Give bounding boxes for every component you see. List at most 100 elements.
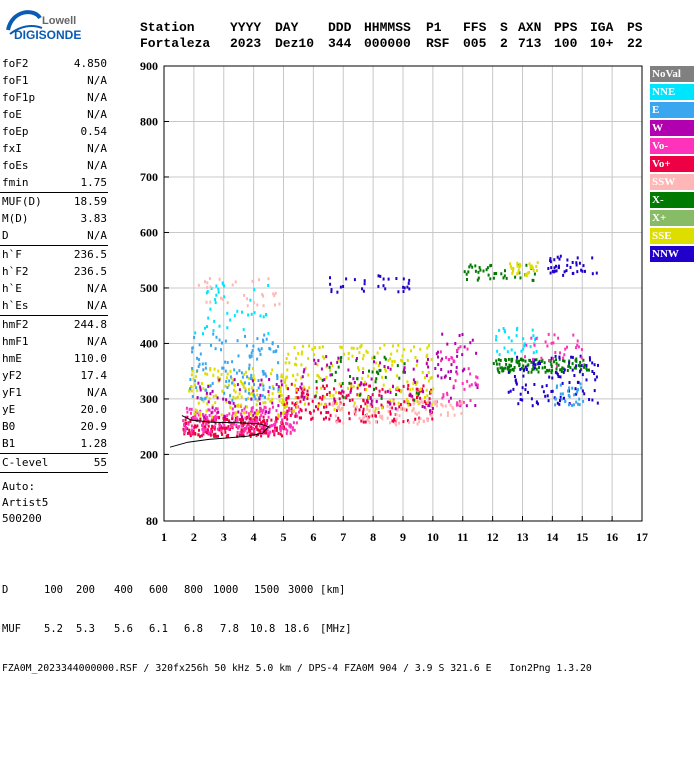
data-point-e bbox=[252, 393, 255, 397]
data-point-x-minus bbox=[415, 391, 418, 395]
data-point-nnw bbox=[555, 371, 558, 375]
data-point-e bbox=[567, 393, 570, 397]
data-point-vo-minus bbox=[260, 409, 263, 413]
data-point-vo-plus bbox=[253, 432, 255, 436]
data-point-vo-plus bbox=[262, 428, 265, 432]
data-point-ssw bbox=[381, 417, 384, 421]
data-point-sse bbox=[426, 394, 429, 398]
data-point-vo-plus bbox=[265, 429, 268, 432]
data-point-vo-plus bbox=[312, 409, 315, 413]
data-point-vo-plus bbox=[323, 387, 326, 390]
data-point-x-minus bbox=[507, 357, 510, 361]
data-point-sse bbox=[281, 411, 284, 415]
data-point-w bbox=[434, 367, 437, 370]
data-point-sse bbox=[264, 401, 267, 405]
data-point-vo-minus bbox=[251, 418, 254, 422]
data-point-vo-plus bbox=[362, 410, 365, 414]
data-point-vo-minus bbox=[455, 403, 458, 407]
data-point-sse bbox=[271, 384, 274, 388]
param-row: h`E N/A bbox=[0, 281, 108, 298]
data-point-e bbox=[559, 383, 562, 387]
data-point-sse bbox=[415, 382, 417, 386]
data-point-ssw bbox=[220, 296, 222, 300]
data-point-vo-minus bbox=[559, 351, 561, 355]
data-point-w bbox=[217, 410, 220, 414]
data-point-vo-minus bbox=[183, 431, 186, 434]
data-point-ssw bbox=[208, 277, 211, 280]
data-point-ssw bbox=[355, 405, 358, 409]
param-row: h`Es N/A bbox=[0, 298, 108, 315]
data-point-w bbox=[394, 407, 397, 411]
header-value: 22 bbox=[627, 36, 643, 51]
data-point-nnw bbox=[382, 277, 385, 281]
data-point-vo-minus bbox=[241, 408, 244, 412]
data-point-ssw bbox=[408, 421, 410, 425]
data-point-vo-plus bbox=[198, 428, 200, 432]
param-name: foEs bbox=[2, 159, 29, 172]
data-point-nne bbox=[495, 335, 498, 338]
data-point-x-minus bbox=[585, 366, 588, 370]
data-point-vo-plus bbox=[211, 425, 214, 429]
data-point-x-minus bbox=[512, 368, 515, 372]
header-label: PPS bbox=[554, 20, 578, 35]
param-row: MUF(D) 18.59 bbox=[0, 194, 108, 211]
distance-value: 1000 bbox=[213, 584, 239, 596]
data-point-sse bbox=[277, 415, 280, 419]
data-point-vo-minus bbox=[557, 336, 560, 340]
data-point-vo-plus bbox=[256, 427, 259, 431]
data-point-sse bbox=[190, 373, 193, 377]
data-point-sse bbox=[284, 378, 287, 382]
data-point-vo-minus bbox=[214, 408, 216, 412]
data-point-w bbox=[461, 333, 464, 336]
distance-value: 400 bbox=[114, 584, 133, 596]
data-point-e bbox=[554, 397, 557, 401]
data-point-sse bbox=[236, 395, 239, 399]
data-point-vo-minus bbox=[577, 345, 580, 349]
data-point-vo-plus bbox=[240, 428, 243, 432]
data-point-vo-plus bbox=[336, 409, 338, 412]
data-point-vo-plus bbox=[337, 416, 340, 420]
data-point-vo-minus bbox=[249, 420, 252, 424]
data-point-nnw bbox=[553, 258, 556, 262]
data-point-ssw bbox=[206, 281, 209, 285]
data-point-x-minus bbox=[315, 380, 318, 384]
data-point-nnw bbox=[544, 394, 547, 398]
param-name: yF1 bbox=[2, 386, 22, 399]
data-point-e bbox=[191, 395, 194, 398]
data-point-vo-minus bbox=[197, 413, 200, 417]
data-point-sse bbox=[212, 373, 215, 377]
data-point-sse bbox=[335, 390, 338, 394]
data-point-nnw bbox=[557, 264, 560, 268]
data-point-nnw bbox=[551, 269, 554, 273]
data-point-x-minus bbox=[577, 363, 580, 367]
data-point-sse bbox=[417, 402, 420, 406]
data-point-nne bbox=[520, 349, 523, 353]
data-point-sse bbox=[357, 366, 359, 370]
data-point-nne bbox=[267, 284, 270, 287]
data-point-w bbox=[386, 389, 389, 393]
data-point-vo-minus bbox=[572, 333, 575, 337]
data-point-x-minus bbox=[511, 368, 514, 371]
data-point-sse bbox=[281, 375, 284, 379]
data-point-sse bbox=[293, 346, 296, 350]
data-point-sse bbox=[271, 368, 274, 372]
data-point-vo-plus bbox=[315, 386, 318, 390]
data-point-vo-minus bbox=[288, 408, 291, 412]
data-point-vo-minus bbox=[216, 427, 219, 431]
data-point-nnw bbox=[402, 285, 405, 289]
data-point-sse bbox=[229, 369, 232, 373]
data-point-nne bbox=[265, 313, 267, 316]
data-point-vo-minus bbox=[184, 429, 187, 432]
data-point-nne bbox=[259, 314, 262, 318]
legend-item-x-plus: X+ bbox=[650, 210, 694, 226]
data-point-e bbox=[244, 389, 247, 393]
data-point-sse bbox=[234, 396, 237, 400]
data-point-vo-minus bbox=[279, 429, 282, 432]
data-point-ssw bbox=[426, 419, 429, 423]
data-point-w bbox=[317, 359, 320, 363]
data-point-vo-plus bbox=[218, 428, 221, 432]
data-point-x-minus bbox=[340, 356, 343, 359]
data-point-vo-plus bbox=[255, 433, 258, 437]
data-point-sse bbox=[415, 363, 418, 367]
data-point-nnw bbox=[563, 396, 565, 400]
